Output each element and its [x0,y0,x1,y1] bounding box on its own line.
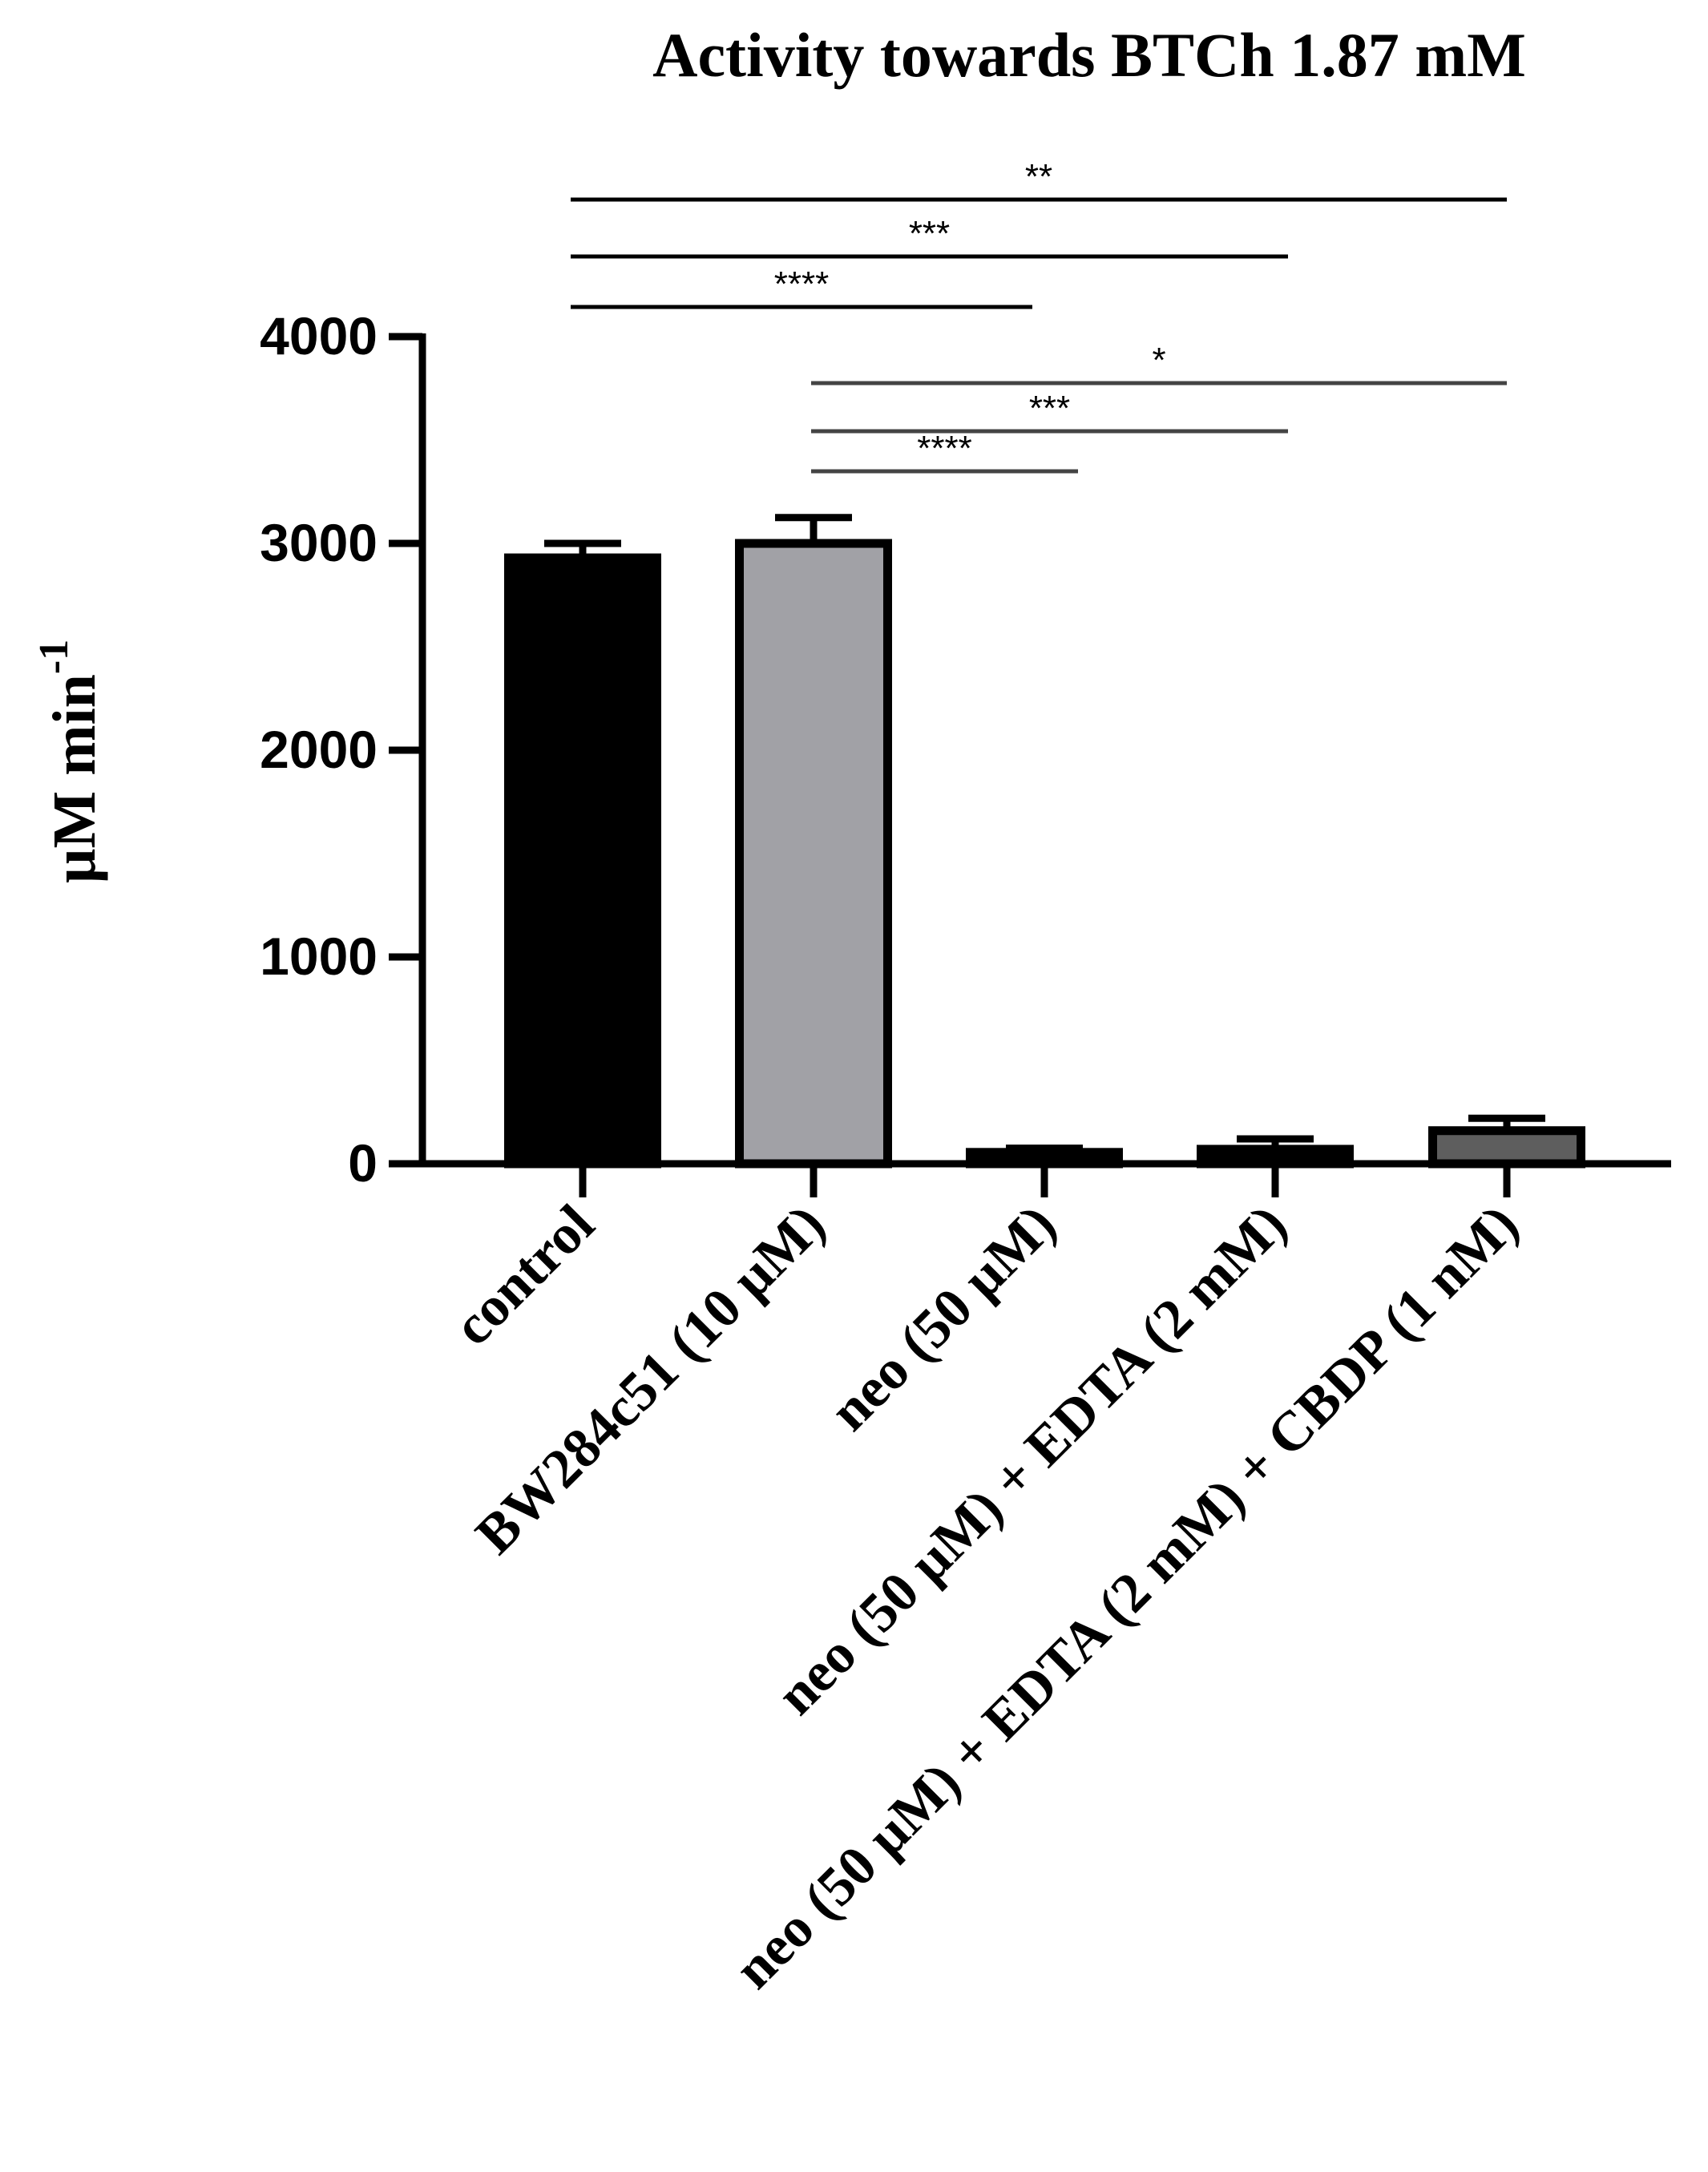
y-tick-label-3: 3000 [260,513,378,572]
significance-label-5: **** [917,429,972,468]
bar-0 [504,553,661,1169]
significance-label-1: *** [909,214,950,253]
y-tick-label-4: 4000 [260,306,378,365]
y-axis-label: µM min-1 [31,640,108,884]
significance-label-2: **** [774,264,830,304]
axes [389,333,1671,1197]
y-tick-label-2: 2000 [260,720,378,779]
x-tick-label-4: neo (50 µM) + EDTA (2 mM) + CBDP (1 nM) [723,1193,1530,2000]
significance-brackets: ***************** [571,157,1507,474]
bar-4 [1428,1126,1585,1169]
chart-title: Activity towards BTCh 1.87 mM [652,20,1526,90]
x-tick-label-0: control [442,1193,607,1358]
y-axis-label-superscript: -1 [31,640,77,674]
x-tick-label-3: neo (50 µM) + EDTA (2 mM) [765,1193,1299,1727]
svg-text:µM min-1: µM min-1 [31,640,108,884]
significance-label-4: *** [1029,389,1070,428]
x-tick-label-2: neo (50 µM) [818,1193,1068,1443]
bars [504,514,1585,1169]
y-tick-label-0: 0 [348,1133,378,1193]
y-axis-label-text: µM min [41,674,108,883]
significance-label-3: * [1152,341,1165,380]
significance-label-0: ** [1025,157,1052,196]
bar-1 [735,539,892,1169]
y-tick-label-1: 1000 [260,927,378,986]
